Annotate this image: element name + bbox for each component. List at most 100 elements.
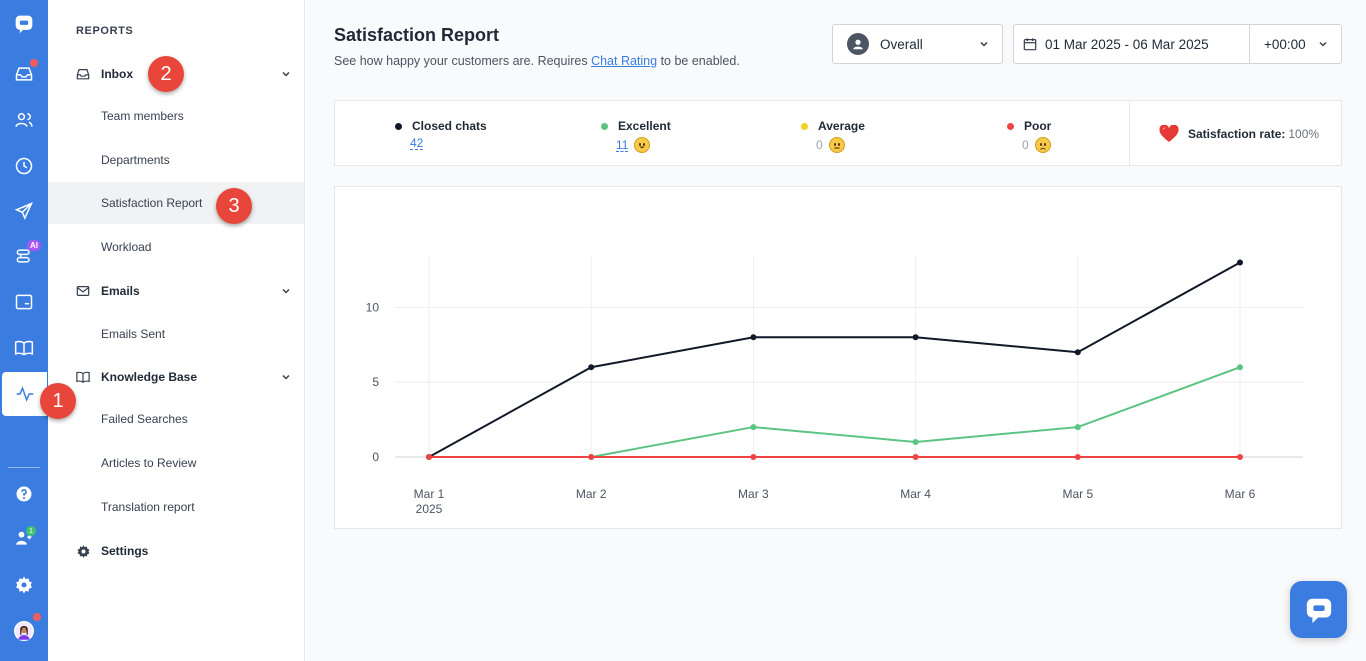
history-clock-icon[interactable]	[0, 148, 48, 184]
x-tick-label: Mar 4	[900, 487, 931, 501]
timezone-value: +00:00	[1264, 36, 1306, 52]
ai-badge: AI	[27, 240, 41, 251]
excellent-value[interactable]: 11	[616, 137, 629, 152]
inbox-icon[interactable]	[0, 56, 48, 92]
nav-group-settings[interactable]: Settings	[76, 540, 292, 562]
page-title: Satisfaction Report	[334, 25, 500, 45]
team-count-badge: 1	[26, 526, 36, 536]
series-point	[912, 439, 919, 446]
stat-poor[interactable]: Poor 0	[1007, 119, 1051, 153]
nav-item-articles-to-review[interactable]: Articles to Review	[101, 456, 197, 470]
date-range-value: 01 Mar 2025 - 06 Mar 2025	[1045, 36, 1209, 52]
stat-excellent[interactable]: Excellent 11	[601, 119, 671, 153]
x-tick-label: Mar 2	[576, 487, 607, 501]
nav-group-label: Settings	[101, 544, 149, 558]
stat-label: Average	[818, 119, 865, 133]
satisfaction-chart-card: 0 5 10 Mar 1 Mar 2 Mar 3 Mar 4 Mar 5 Mar 6 2025	[334, 186, 1342, 529]
icon-rail: AI 1	[0, 0, 48, 661]
ai-bot-icon[interactable]: AI	[0, 238, 48, 274]
inbox-notification-dot	[30, 59, 38, 67]
nav-group-label: Knowledge Base	[101, 370, 198, 384]
nav-item-departments[interactable]: Departments	[101, 153, 170, 167]
stat-closed-chats[interactable]: Closed chats 42	[395, 119, 487, 150]
sad-emoji-icon	[1034, 137, 1051, 153]
user-avatar-icon	[847, 33, 869, 55]
series-point	[912, 454, 919, 460]
series-point	[750, 454, 757, 460]
stats-card: Closed chats 42 Excellent 11 Average 0 P…	[334, 100, 1342, 166]
nav-item-satisfaction-report[interactable]: Satisfaction Report	[48, 182, 304, 224]
y-tick-label: 5	[372, 375, 379, 389]
agent-filter-value: Overall	[880, 36, 923, 52]
chevron-down-icon	[282, 288, 290, 294]
legend-dot	[801, 122, 808, 130]
satisfaction-value: 100%	[1288, 127, 1320, 141]
series-point	[588, 454, 595, 460]
series-point	[750, 334, 757, 341]
satisfaction-line-chart: 0 5 10 Mar 1 Mar 2 Mar 3 Mar 4 Mar 5 Mar 6 2025	[366, 255, 1303, 516]
rail-divider	[8, 467, 40, 468]
campaigns-send-icon[interactable]	[0, 193, 48, 229]
widget-window-icon[interactable]	[0, 284, 48, 320]
series-point	[1074, 454, 1081, 460]
legend-dot	[1007, 122, 1014, 130]
nav-group-emails[interactable]: Emails	[76, 280, 292, 302]
chat-widget-button[interactable]	[1290, 581, 1347, 638]
x-tick-label: Mar 3	[738, 487, 769, 501]
stat-label: Poor	[1024, 119, 1052, 133]
nav-group-knowledge-base[interactable]: Knowledge Base	[76, 366, 292, 388]
series-line	[428, 261, 1241, 458]
avatar-status-dot	[33, 613, 41, 621]
legend-dot	[601, 122, 608, 130]
poor-value: 0	[1022, 138, 1029, 152]
nav-item-translation-report[interactable]: Translation report	[101, 500, 195, 514]
y-tick-label: 0	[372, 450, 379, 464]
nav-group-label: Inbox	[101, 67, 133, 81]
average-value: 0	[816, 138, 823, 152]
chat-bubble-icon	[1306, 598, 1331, 623]
knowledge-base-book-icon[interactable]	[0, 330, 48, 366]
nav-item-team-members[interactable]: Team members	[101, 109, 184, 123]
app-logo-icon[interactable]	[0, 6, 48, 42]
series-point	[750, 424, 757, 431]
series-point	[1237, 364, 1243, 371]
x-tick-sublabel: 2025	[416, 502, 443, 516]
page-subtitle: See how happy your customers are. Requir…	[334, 54, 740, 68]
closed-chats-value[interactable]: 42	[410, 136, 424, 150]
contacts-icon[interactable]	[0, 102, 48, 138]
satisfaction-rate: Satisfaction rate: 100%	[1159, 125, 1319, 143]
agent-filter-select[interactable]: Overall	[832, 24, 1003, 64]
chat-rating-link[interactable]: Chat Rating	[591, 54, 658, 68]
reports-heading: REPORTS	[76, 25, 134, 37]
chevron-down-icon	[980, 41, 988, 47]
series-point	[1237, 259, 1243, 266]
reports-sidenav: REPORTS Inbox Team members Departments S…	[48, 0, 305, 661]
subtitle-text-end: to be enabled.	[657, 54, 740, 68]
stat-average[interactable]: Average 0	[801, 119, 865, 153]
x-tick-label: Mar 5	[1062, 487, 1093, 501]
help-question-icon[interactable]	[0, 476, 48, 512]
heart-icon	[1159, 125, 1179, 142]
team-status-icon[interactable]: 1	[0, 520, 48, 556]
gear-icon	[76, 543, 92, 559]
nav-item-failed-searches[interactable]: Failed Searches	[101, 412, 188, 426]
nav-item-workload[interactable]: Workload	[101, 240, 152, 254]
series-point	[426, 454, 432, 460]
date-range-picker[interactable]: 01 Mar 2025 - 06 Mar 2025	[1013, 24, 1250, 64]
series-point	[1237, 454, 1243, 460]
y-tick-label: 10	[366, 300, 380, 314]
series-point	[1074, 424, 1081, 431]
stats-divider	[1129, 101, 1130, 165]
nav-item-emails-sent[interactable]: Emails Sent	[101, 327, 166, 341]
chevron-down-icon	[1319, 41, 1327, 47]
series-point	[588, 364, 595, 371]
reports-activity-icon[interactable]	[2, 372, 47, 416]
stat-label: Closed chats	[412, 119, 487, 133]
nav-group-label: Emails	[101, 284, 140, 298]
nav-group-inbox[interactable]: Inbox	[76, 63, 292, 85]
satisfaction-label: Satisfaction rate:	[1188, 127, 1286, 141]
timezone-select[interactable]: +00:00	[1249, 24, 1342, 64]
settings-gear-icon[interactable]	[0, 567, 48, 603]
calendar-icon	[1023, 38, 1037, 51]
user-avatar[interactable]	[0, 613, 48, 649]
